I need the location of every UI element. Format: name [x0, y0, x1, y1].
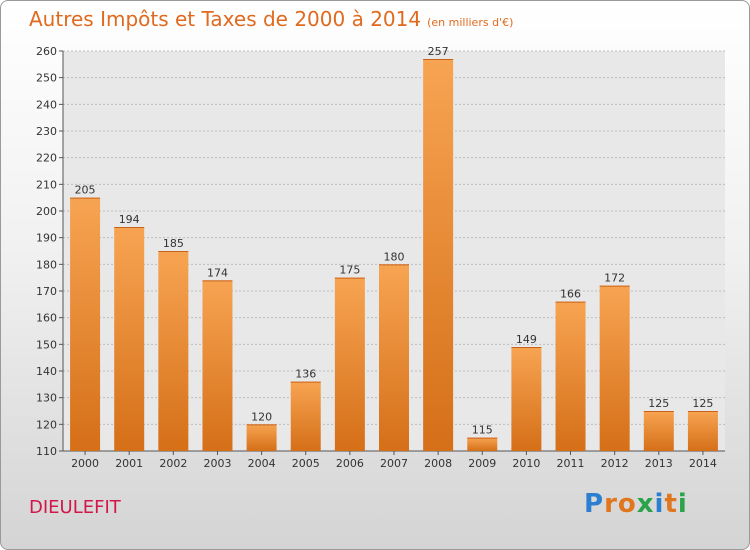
x-tick-label-2000: 2000	[71, 457, 99, 470]
bars: 205 194 185 174 120 136 175 180 257 115 149 166 172 1…	[70, 45, 718, 451]
bar-2003	[202, 280, 233, 451]
x-tick-label-2011: 2011	[557, 457, 585, 470]
y-tick-label: 130	[36, 392, 57, 405]
y-tick-label: 250	[36, 72, 57, 85]
bar-2008	[423, 59, 454, 451]
x-tick-label-2005: 2005	[292, 457, 320, 470]
bar-2005	[290, 381, 321, 451]
proxiti-logo: Proxiti	[584, 489, 688, 519]
logo-letter: r	[604, 489, 618, 519]
logo-letter: i	[654, 489, 665, 519]
logo-letter: P	[584, 489, 605, 519]
value-label-2013: 125	[648, 397, 669, 410]
x-tick-label-2004: 2004	[248, 457, 276, 470]
y-tick-label: 220	[36, 152, 57, 165]
y-axis-ticks: 110 120 130 140 150 160 170 180 190 200 210 220 230 2…	[36, 45, 725, 458]
x-tick-label-2007: 2007	[380, 457, 408, 470]
value-label-2002: 185	[163, 237, 184, 250]
y-tick-label: 120	[36, 418, 57, 431]
x-tick-label-2002: 2002	[159, 457, 187, 470]
x-tick-label-2006: 2006	[336, 457, 364, 470]
y-tick-label: 110	[36, 445, 57, 458]
bar-2002	[158, 251, 189, 451]
value-label-2012: 172	[604, 272, 625, 285]
logo-letter: o	[617, 489, 637, 519]
logo-letter: i	[677, 489, 688, 519]
value-label-2000: 205	[75, 184, 96, 197]
y-tick-label: 170	[36, 285, 57, 298]
bar-2007	[379, 264, 409, 451]
value-label-2014: 125	[692, 397, 713, 410]
x-tick-label-2010: 2010	[512, 457, 540, 470]
value-label-2004: 120	[251, 410, 272, 423]
value-label-2001: 194	[119, 213, 140, 226]
x-tick-label-2014: 2014	[689, 457, 717, 470]
bar-2000	[70, 197, 101, 451]
value-label-2003: 174	[207, 266, 228, 279]
chart-title-text: Autres Impôts et Taxes de 2000 à 2014	[29, 7, 422, 31]
value-label-2008: 257	[428, 45, 449, 58]
bar-2006	[334, 277, 365, 451]
y-tick-label: 210	[36, 178, 57, 191]
x-tick-label-2001: 2001	[115, 457, 143, 470]
x-tick-label-2003: 2003	[203, 457, 231, 470]
x-tick-label-2013: 2013	[645, 457, 673, 470]
bar-2009	[467, 437, 498, 451]
town-name: DIEULEFIT	[29, 497, 121, 518]
chart-subtitle: (en milliers d'€)	[427, 16, 514, 29]
value-label-2009: 115	[472, 424, 493, 437]
logo-letter: t	[664, 489, 678, 519]
value-label-2011: 166	[560, 288, 581, 301]
y-tick-label: 140	[36, 365, 57, 378]
x-tick-label-2012: 2012	[601, 457, 629, 470]
y-tick-label: 160	[36, 312, 57, 325]
bar-2004	[246, 424, 277, 451]
chart-title: Autres Impôts et Taxes de 2000 à 2014 (en…	[29, 7, 513, 31]
y-tick-label: 150	[36, 338, 57, 351]
y-tick-label: 190	[36, 232, 57, 245]
value-label-2010: 149	[516, 333, 537, 346]
y-tick-label: 240	[36, 98, 57, 111]
bar-2014	[687, 411, 718, 451]
x-tick-label-2008: 2008	[424, 457, 452, 470]
bar-2012	[599, 285, 630, 451]
x-axis-ticks: 2000 2001 2002 2003 2004 2005 2006 2007 2008 2009…	[71, 451, 717, 470]
y-tick-label: 180	[36, 258, 57, 271]
value-label-2006: 175	[339, 264, 360, 277]
value-label-2005: 136	[295, 368, 316, 381]
bar-2013	[643, 411, 674, 451]
y-tick-label: 230	[36, 125, 57, 138]
x-tick-label-2009: 2009	[468, 457, 496, 470]
bar-2010	[511, 347, 542, 451]
y-tick-label: 200	[36, 205, 57, 218]
logo-letter: x	[636, 489, 655, 519]
y-tick-label: 260	[36, 45, 57, 58]
bar-2011	[555, 301, 586, 451]
bar-2001	[114, 227, 145, 451]
value-label-2007: 180	[384, 250, 405, 263]
